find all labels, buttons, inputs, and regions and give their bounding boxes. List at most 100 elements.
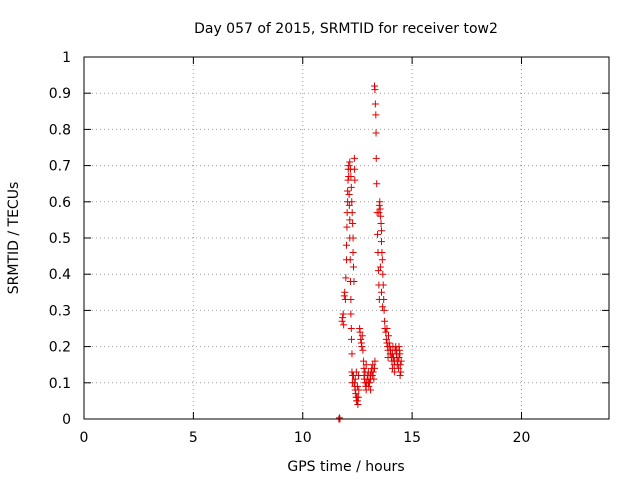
data-point: [377, 212, 385, 220]
data-point: [345, 162, 353, 170]
data-point: [372, 129, 380, 137]
data-point: [388, 364, 396, 372]
data-point: [351, 165, 359, 173]
data-point: [378, 238, 385, 246]
data-point: [345, 191, 353, 199]
data-point: [370, 375, 378, 383]
data-point: [380, 306, 388, 314]
data-point: [339, 310, 347, 318]
data-point: [382, 335, 390, 343]
data-point: [376, 205, 384, 213]
data-point: [372, 154, 380, 162]
data-point: [374, 230, 382, 238]
data-point: [377, 220, 385, 228]
grid-lines: [84, 57, 609, 419]
data-point: [362, 361, 370, 369]
data-point: [346, 256, 354, 264]
data-point: [346, 216, 354, 224]
data-point: [345, 201, 353, 209]
data-point: [395, 343, 403, 351]
data-point: [357, 335, 365, 343]
data-point: [348, 198, 356, 206]
data-point: [395, 364, 403, 372]
data-point: [340, 321, 348, 329]
data-point: [384, 353, 392, 361]
y-tick-label: 0: [62, 412, 71, 428]
data-point: [381, 317, 389, 325]
data-point: [379, 303, 387, 311]
data-point: [351, 375, 359, 383]
data-point: [397, 368, 405, 376]
data-point: [374, 267, 382, 275]
data-point: [378, 256, 386, 264]
y-tick-label: 0.3: [49, 303, 71, 319]
data-point: [369, 368, 377, 376]
data-point: [376, 263, 384, 271]
data-point: [379, 270, 387, 278]
y-tick-label: 1: [62, 50, 71, 66]
data-point: [371, 100, 379, 108]
data-point: [360, 364, 368, 372]
data-point: [380, 296, 388, 304]
data-point: [372, 111, 380, 119]
y-tick-label: 0.4: [49, 267, 71, 283]
data-point: [373, 180, 381, 188]
data-point: [350, 277, 358, 285]
data-point: [350, 154, 358, 162]
data-points: [335, 82, 405, 423]
data-point: [378, 248, 386, 256]
data-point: [371, 357, 379, 365]
data-point: [391, 368, 399, 376]
data-point: [352, 368, 360, 376]
data-point: [356, 328, 364, 336]
data-point: [347, 325, 355, 332]
data-point: [347, 310, 355, 318]
y-tick-label: 0.8: [49, 122, 71, 138]
data-point: [348, 350, 356, 358]
data-point: [385, 332, 392, 340]
y-tick-label: 0.7: [49, 159, 71, 175]
data-point: [348, 209, 356, 217]
chart-title: Day 057 of 2015, SRMTID for receiver tow…: [194, 21, 498, 37]
data-point: [348, 335, 356, 343]
data-point: [369, 361, 377, 369]
data-point: [371, 86, 379, 94]
x-tick-label: 0: [80, 430, 89, 446]
data-point: [395, 353, 403, 361]
axis-ticks: 00.10.20.30.40.50.60.70.80.910 5 10 15 20: [49, 50, 609, 446]
data-point: [393, 346, 401, 354]
y-tick-label: 0.5: [49, 231, 71, 247]
data-point: [347, 172, 355, 180]
data-point: [376, 198, 384, 206]
data-point: [378, 288, 385, 296]
data-point: [382, 328, 390, 336]
data-point: [344, 176, 352, 184]
x-tick-label: 20: [513, 430, 531, 446]
data-point: [339, 314, 347, 322]
data-point: [364, 379, 372, 387]
data-point: [368, 372, 376, 380]
data-point: [397, 357, 405, 365]
data-point: [347, 183, 355, 191]
x-tick-label: 15: [403, 430, 421, 446]
data-point: [378, 227, 385, 235]
data-point: [349, 234, 357, 242]
data-point: [367, 386, 375, 394]
data-point: [396, 350, 404, 358]
data-point: [349, 220, 357, 228]
data-point: [396, 372, 404, 380]
data-point: [350, 263, 357, 271]
data-point: [342, 274, 350, 282]
x-axis-label: GPS time / hours: [287, 459, 404, 475]
x-tick-label: 10: [294, 430, 312, 446]
data-point: [350, 379, 358, 387]
data-point: [354, 393, 362, 401]
y-axis-label: SRMTID / TECUs: [6, 182, 22, 295]
data-point: [359, 346, 367, 354]
data-point: [346, 158, 354, 166]
data-point: [371, 364, 378, 372]
data-point: [349, 248, 357, 256]
data-point: [358, 332, 366, 340]
data-point: [344, 187, 352, 195]
